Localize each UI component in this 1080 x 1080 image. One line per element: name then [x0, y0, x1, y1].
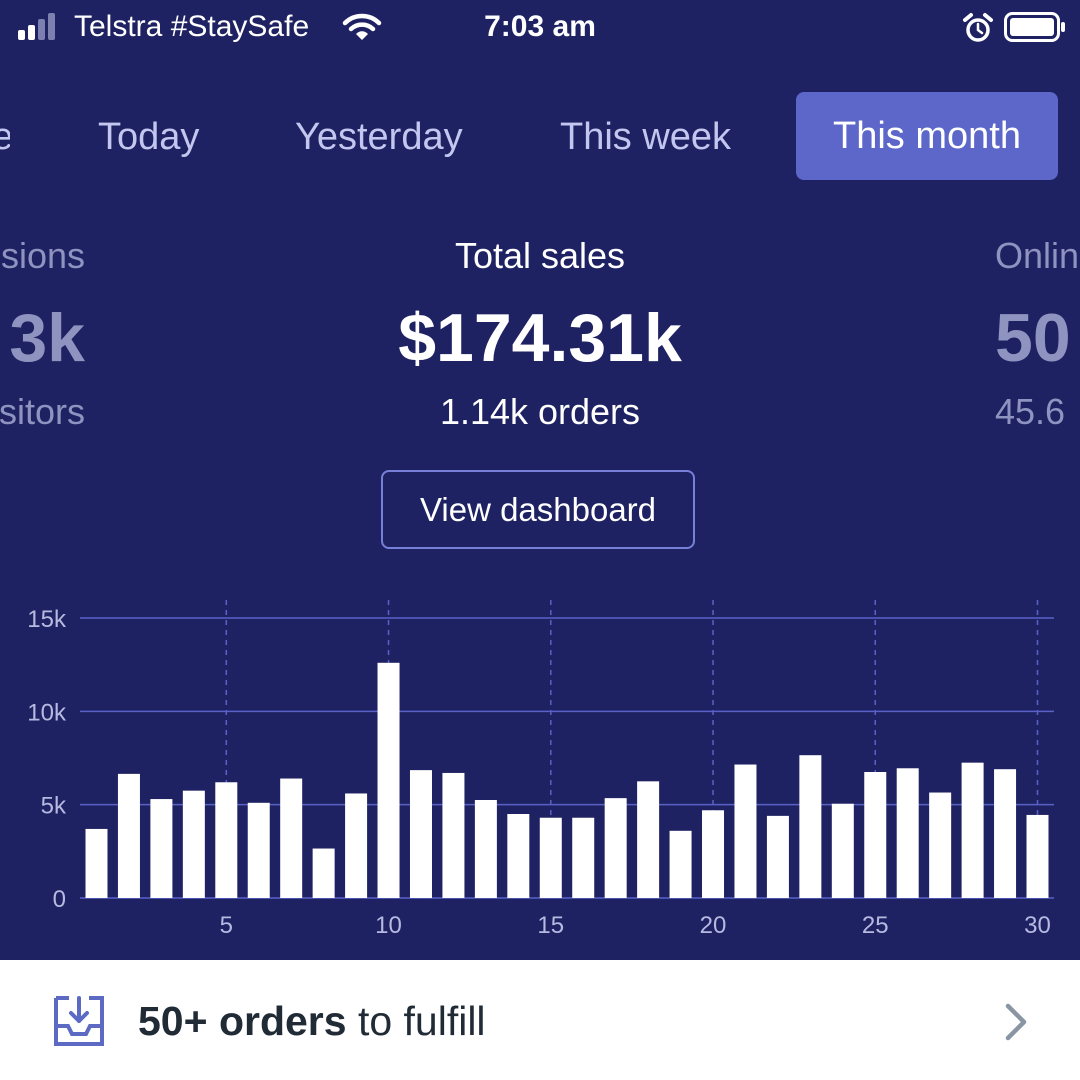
bar — [85, 828, 108, 898]
y-tick-label: 15k — [27, 606, 67, 633]
fulfill-rest: to fulfill — [346, 998, 486, 1044]
bar — [669, 830, 692, 898]
bar — [474, 800, 497, 898]
bar — [247, 802, 270, 898]
inbox-download-icon — [54, 996, 104, 1046]
sessions-value: 3k — [9, 300, 85, 376]
alarm-icon — [963, 13, 993, 42]
x-tick-label: 25 — [862, 912, 889, 939]
bar — [150, 799, 173, 898]
y-tick-label: 0 — [53, 886, 66, 913]
bar — [409, 770, 432, 898]
bar — [637, 781, 660, 898]
total-sales-title: Total sales — [454, 235, 626, 276]
battery-icon — [1004, 12, 1065, 42]
orders-to-fulfill-card[interactable]: 50+ orders to fulfill — [0, 960, 1080, 1080]
bar — [896, 768, 919, 898]
bar — [799, 755, 822, 898]
bar — [831, 803, 854, 898]
bar — [766, 815, 789, 898]
wifi-icon — [342, 13, 382, 40]
chevron-right-icon — [1005, 1003, 1027, 1041]
x-tick-label: 10 — [375, 912, 402, 939]
bar — [215, 782, 238, 898]
bar — [539, 817, 562, 898]
status-time: 7:03 am — [484, 10, 596, 43]
fulfill-text: 50+ orders to fulfill — [138, 996, 486, 1046]
period-tabs: e Today Yesterday This week This month — [0, 92, 1080, 184]
x-tick-label: 5 — [220, 912, 233, 939]
carrier-name: Telstra #StaySafe — [74, 10, 310, 43]
bar — [377, 662, 400, 898]
bar — [1026, 814, 1049, 898]
total-sales-value: $174.31k — [398, 300, 682, 376]
x-tick-label: 20 — [700, 912, 727, 939]
fulfill-count: 50+ orders — [138, 998, 347, 1044]
online-store-value: 50 — [995, 300, 1071, 376]
status-bar: Telstra #StaySafe 7:03 am — [0, 0, 1080, 56]
bar — [734, 764, 757, 898]
sessions-sub: sitors — [0, 391, 85, 432]
bar — [864, 772, 887, 898]
sales-bar-chart: 0 5k 10k 15k 5 10 15 20 25 30 — [27, 600, 1054, 939]
bar — [182, 790, 205, 898]
y-tick-label: 5k — [41, 793, 67, 820]
bar — [929, 792, 952, 898]
x-tick-label: 15 — [537, 912, 564, 939]
view-dashboard-button[interactable]: View dashboard — [381, 470, 695, 549]
bar — [961, 762, 984, 898]
bar — [572, 817, 595, 898]
tab-yesterday[interactable]: Yesterday — [295, 116, 463, 158]
bar — [312, 848, 335, 898]
bar — [345, 793, 368, 898]
sessions-title: sions — [0, 235, 85, 276]
tab-today[interactable]: Today — [98, 116, 200, 158]
bar — [442, 772, 465, 898]
bar — [994, 769, 1017, 898]
tab-this-week[interactable]: This week — [560, 116, 732, 158]
online-store-sub: 45.6 — [995, 391, 1066, 432]
bar — [117, 773, 140, 898]
signal-icon — [18, 12, 64, 40]
bar — [280, 778, 303, 898]
tab-partial[interactable]: e — [0, 92, 10, 182]
x-tick-label: 30 — [1024, 912, 1051, 939]
orders-count: 1.14k orders — [439, 391, 641, 432]
online-store-title: Onlin — [995, 235, 1080, 276]
bar — [702, 810, 725, 898]
y-tick-label: 10k — [27, 699, 67, 726]
tab-this-month[interactable]: This month — [796, 92, 1058, 180]
bar — [604, 798, 627, 898]
bar — [507, 814, 530, 898]
